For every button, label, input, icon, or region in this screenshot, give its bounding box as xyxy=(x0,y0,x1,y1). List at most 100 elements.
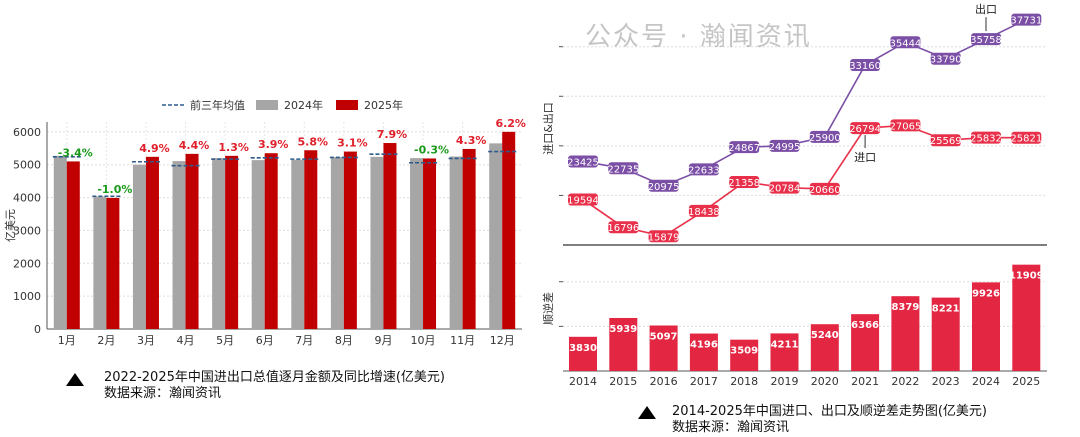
x-tick-label: 6月 xyxy=(256,334,274,347)
bar-2024 xyxy=(172,161,186,329)
data-label-bg xyxy=(568,155,598,168)
bar-2024 xyxy=(93,196,107,329)
data-label: 20660 xyxy=(809,185,841,196)
data-label: 23425 xyxy=(567,157,599,168)
data-label-bg xyxy=(930,134,961,147)
watermark: 公众号 · 瀚闻资讯 xyxy=(585,22,812,52)
data-label: 25569 xyxy=(930,136,962,147)
bar-value-label: 5939 xyxy=(609,324,637,335)
bar-2025 xyxy=(304,150,318,329)
bar-value-label: 5240 xyxy=(811,330,839,341)
right-chart-caption: 2014-2025年中国进口、出口及顺逆差走势图(亿美元) 数据来源：瀚闻资讯 xyxy=(672,404,987,436)
data-label: 21358 xyxy=(728,178,760,189)
growth-label: 3.9% xyxy=(258,138,289,151)
bar-2025 xyxy=(264,153,278,329)
growth-label: 4.9% xyxy=(139,142,170,155)
bar-value-label: 4211 xyxy=(771,339,799,350)
data-label-bg xyxy=(608,162,639,175)
growth-label: 7.9% xyxy=(377,128,408,141)
x-tick-label: 4月 xyxy=(177,334,195,347)
left-chart-title: 2022-2025年中国进出口总值逐月金额及同比增速(亿美元) xyxy=(104,370,446,385)
bar-value-label: 3509 xyxy=(730,346,758,357)
data-label-bg xyxy=(850,58,881,71)
bar-2024 xyxy=(132,164,146,329)
data-label: 25900 xyxy=(809,133,841,144)
data-label: 25821 xyxy=(1010,134,1042,145)
data-label: 26794 xyxy=(849,124,881,135)
y-tick-label: 6000 xyxy=(13,126,41,139)
data-label: 35444 xyxy=(889,38,921,49)
bar-2025 xyxy=(343,151,357,329)
data-label-bg xyxy=(729,175,760,188)
x-tick-label: 5月 xyxy=(216,334,234,347)
bar-2025 xyxy=(383,143,397,329)
data-label: 15879 xyxy=(648,232,680,243)
bar-2025 xyxy=(423,158,437,329)
x-tick-label: 2014 xyxy=(569,375,597,388)
data-label-bg xyxy=(850,122,881,135)
x-tick-label: 2016 xyxy=(650,375,678,388)
data-label: 35758 xyxy=(970,35,1002,46)
y-tick-label: 1000 xyxy=(13,290,41,303)
data-label-bg xyxy=(608,221,639,234)
x-tick-label: 2025 xyxy=(1012,375,1040,388)
left-chart-caption: 2022-2025年中国进出口总值逐月金额及同比增速(亿美元) 数据来源：瀚闻资… xyxy=(104,370,445,402)
x-tick-label: 2019 xyxy=(771,375,799,388)
bar-2025 xyxy=(185,153,199,329)
legend-label: 2024年 xyxy=(284,98,323,112)
data-label-bg xyxy=(648,230,679,243)
x-tick-label: 3月 xyxy=(137,334,155,347)
balance-bar xyxy=(770,333,799,371)
data-label: 20975 xyxy=(648,182,680,193)
y-axis-label: 顺逆差 xyxy=(541,292,555,325)
right-chart-source: 数据来源：瀚闻资讯 xyxy=(672,420,790,435)
bar-2024 xyxy=(53,155,67,329)
data-label-bg xyxy=(688,163,719,176)
y-tick-label: 0 xyxy=(34,323,41,336)
data-label: 20784 xyxy=(769,184,801,195)
bar-2024 xyxy=(330,157,344,329)
y-tick-label: 4000 xyxy=(13,192,41,205)
x-tick-label: 12月 xyxy=(490,334,515,347)
data-label: 24995 xyxy=(769,142,801,153)
balance-bar xyxy=(609,317,638,371)
bar-2025 xyxy=(145,156,159,329)
balance-bar xyxy=(649,325,678,371)
growth-label: 4.4% xyxy=(179,139,210,152)
legend-swatch-2025 xyxy=(336,100,358,110)
y-tick-label: 2000 xyxy=(13,257,41,270)
bar-2025 xyxy=(106,197,120,329)
legend-swatch-2024 xyxy=(256,100,278,110)
growth-label: 5.8% xyxy=(298,135,329,148)
x-tick-label: 7月 xyxy=(295,334,313,347)
data-label: 33160 xyxy=(849,61,881,72)
x-tick-label: 2015 xyxy=(609,375,637,388)
data-label-bg xyxy=(769,139,800,152)
bar-2024 xyxy=(212,158,226,329)
balance-bar xyxy=(931,297,960,371)
balance-bar xyxy=(851,314,880,371)
data-label: 22735 xyxy=(607,164,639,175)
data-label-bg xyxy=(729,141,760,154)
data-label-bg xyxy=(809,130,840,143)
bar-2025 xyxy=(462,148,476,329)
growth-label: 1.3% xyxy=(218,141,249,154)
y-axis-label: 亿美元 xyxy=(4,209,17,242)
data-label-bg xyxy=(971,131,1001,144)
balance-bar xyxy=(972,282,1000,371)
data-label-bg xyxy=(890,36,921,49)
data-label-bg xyxy=(890,119,921,132)
x-tick-label: 8月 xyxy=(335,334,353,347)
data-label-bg xyxy=(688,204,719,217)
data-label-bg xyxy=(930,52,961,65)
bar-2025 xyxy=(66,161,80,329)
x-tick-label: 2月 xyxy=(97,334,115,347)
data-label: 19594 xyxy=(567,195,599,206)
triangle-marker-icon xyxy=(66,373,84,386)
x-tick-label: 2023 xyxy=(932,375,960,388)
data-label-bg xyxy=(809,182,840,195)
bar-value-label: 11909 xyxy=(1009,271,1044,282)
balance-bar xyxy=(730,339,759,371)
data-label-bg xyxy=(648,179,679,192)
bar-value-label: 3830 xyxy=(569,343,597,354)
